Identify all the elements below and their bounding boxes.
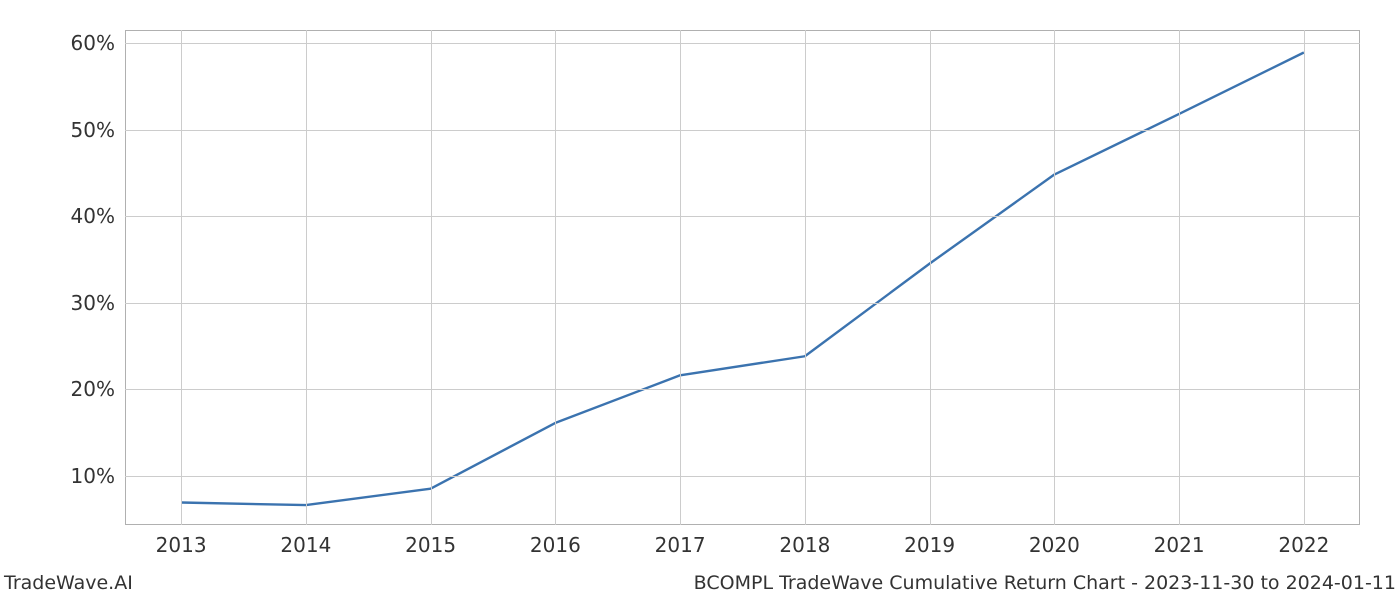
y-tick-label: 30% <box>70 291 115 315</box>
footer-caption: BCOMPL TradeWave Cumulative Return Chart… <box>694 572 1396 594</box>
grid-line-horizontal <box>125 43 1360 44</box>
series-line <box>181 53 1304 506</box>
x-tick-label: 2017 <box>655 533 706 557</box>
grid-line-vertical <box>306 30 307 525</box>
y-tick-label: 10% <box>70 464 115 488</box>
grid-line-vertical <box>181 30 182 525</box>
grid-line-vertical <box>930 30 931 525</box>
grid-line-horizontal <box>125 216 1360 217</box>
x-tick-label: 2014 <box>280 533 331 557</box>
grid-line-horizontal <box>125 130 1360 131</box>
x-tick-label: 2015 <box>405 533 456 557</box>
grid-line-horizontal <box>125 476 1360 477</box>
grid-line-vertical <box>1179 30 1180 525</box>
x-tick-label: 2021 <box>1154 533 1205 557</box>
grid-line-vertical <box>1054 30 1055 525</box>
x-tick-label: 2013 <box>156 533 207 557</box>
x-tick-label: 2016 <box>530 533 581 557</box>
grid-line-vertical <box>431 30 432 525</box>
x-tick-label: 2018 <box>779 533 830 557</box>
grid-line-vertical <box>1304 30 1305 525</box>
grid-line-vertical <box>805 30 806 525</box>
grid-line-horizontal <box>125 389 1360 390</box>
footer-brand: TradeWave.AI <box>4 572 133 594</box>
grid-line-horizontal <box>125 303 1360 304</box>
y-tick-label: 40% <box>70 204 115 228</box>
grid-line-vertical <box>555 30 556 525</box>
y-tick-label: 20% <box>70 377 115 401</box>
y-tick-label: 50% <box>70 118 115 142</box>
x-tick-label: 2020 <box>1029 533 1080 557</box>
x-tick-label: 2019 <box>904 533 955 557</box>
chart-line-layer <box>0 0 1400 600</box>
grid-line-vertical <box>680 30 681 525</box>
x-tick-label: 2022 <box>1278 533 1329 557</box>
y-tick-label: 60% <box>70 31 115 55</box>
